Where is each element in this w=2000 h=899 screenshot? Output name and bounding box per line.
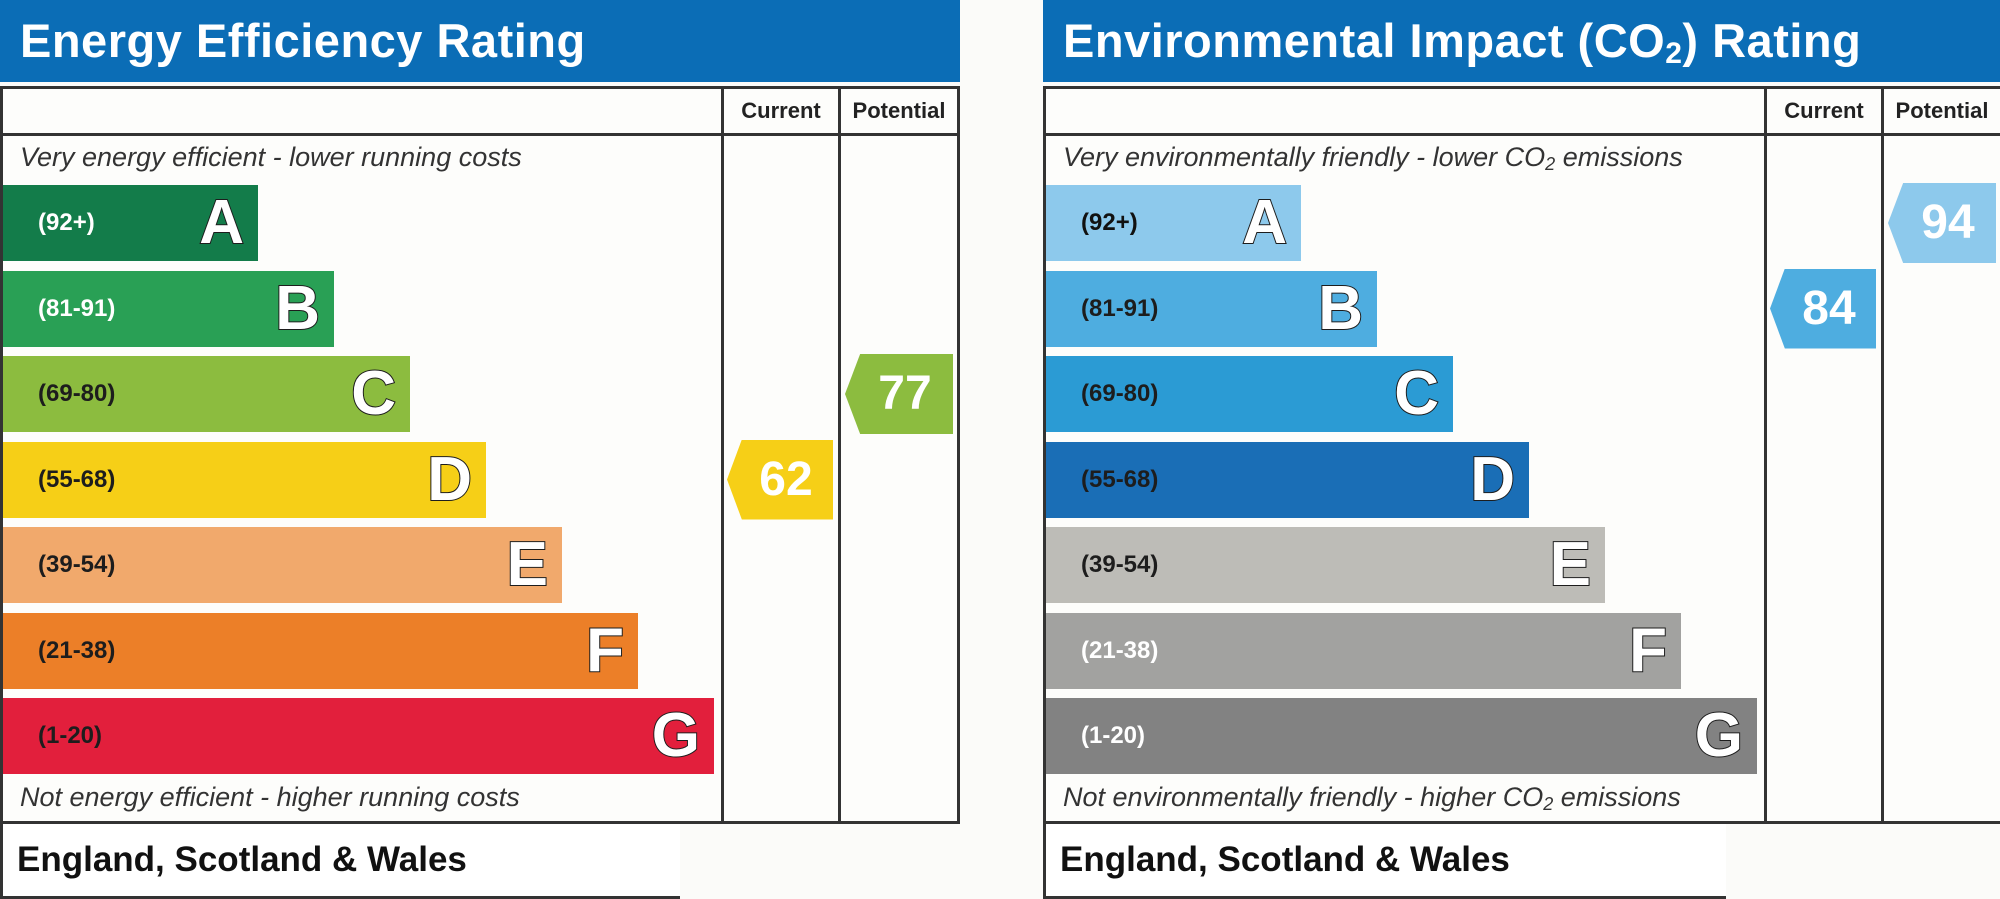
top-description-end: emissions bbox=[1555, 142, 1683, 172]
band-a: (92+) A bbox=[3, 185, 258, 261]
column-divider bbox=[1764, 86, 1767, 824]
environmental-impact-chart: Environmental Impact (CO2) Rating Curren… bbox=[1043, 0, 2000, 899]
chart-title: Energy Efficiency Rating bbox=[0, 0, 960, 82]
band-letter: F bbox=[585, 615, 625, 686]
bottom-description-main: Not environmentally friendly - higher CO bbox=[1063, 782, 1544, 812]
band-range: (55-68) bbox=[38, 465, 116, 493]
top-description: Very environmentally friendly - lower CO… bbox=[1063, 142, 1683, 175]
header-divider bbox=[0, 133, 960, 136]
potential-rating-arrow: 77 bbox=[845, 354, 953, 434]
band-g: (1-20) G bbox=[3, 698, 714, 774]
column-divider bbox=[838, 86, 841, 824]
column-divider bbox=[721, 86, 724, 824]
footer-region: England, Scotland & Wales bbox=[1060, 840, 1510, 879]
top-description: Very energy efficient - lower running co… bbox=[20, 142, 522, 172]
band-range: (21-38) bbox=[1081, 636, 1159, 664]
chart-title: Environmental Impact (CO2) Rating bbox=[1043, 0, 2000, 82]
chart-title-end: ) Rating bbox=[1682, 14, 1862, 67]
band-letter: B bbox=[274, 273, 321, 344]
band-range: (39-54) bbox=[1081, 551, 1159, 578]
header-divider bbox=[1043, 133, 2000, 136]
bottom-description: Not energy efficient - higher running co… bbox=[20, 782, 520, 812]
bottom-description: Not environmentally friendly - higher CO… bbox=[1063, 782, 1681, 815]
band-e: (39-54) E bbox=[3, 527, 562, 603]
bottom-description-end: emissions bbox=[1553, 782, 1681, 812]
footer: England, Scotland & Wales bbox=[1043, 824, 1726, 899]
band-e: (39-54) E bbox=[1046, 527, 1605, 603]
band-c: (69-80) C bbox=[3, 356, 410, 432]
band-letter: G bbox=[1694, 700, 1744, 771]
band-b: (81-91) B bbox=[1046, 270, 1377, 347]
band-letter: F bbox=[1628, 615, 1668, 686]
bottom-description-subscript: 2 bbox=[1543, 794, 1554, 814]
band-letter: B bbox=[1317, 273, 1364, 344]
band-b: (81-91) B bbox=[3, 270, 334, 347]
band-f: (21-38) F bbox=[3, 612, 638, 689]
band-letter: D bbox=[1469, 444, 1516, 515]
energy-efficiency-chart: Energy Efficiency Rating Current Potenti… bbox=[0, 0, 960, 899]
band-letter: C bbox=[1393, 358, 1440, 429]
potential-rating-arrow: 94 bbox=[1888, 183, 1996, 263]
band-d: (55-68) D bbox=[3, 441, 486, 518]
potential-column-header: Potential bbox=[852, 98, 946, 123]
band-letter: E bbox=[506, 529, 549, 600]
current-column-header: Current bbox=[741, 98, 821, 123]
band-range: (55-68) bbox=[1081, 465, 1159, 493]
band-range: (21-38) bbox=[38, 636, 116, 664]
footer-region: England, Scotland & Wales bbox=[17, 840, 467, 879]
band-range: (1-20) bbox=[1081, 722, 1146, 749]
band-letter: A bbox=[198, 187, 245, 258]
top-description-subscript: 2 bbox=[1545, 154, 1556, 174]
band-range: (92+) bbox=[38, 209, 95, 236]
band-range: (69-80) bbox=[1081, 380, 1159, 407]
potential-column-header: Potential bbox=[1895, 98, 1989, 123]
band-range: (69-80) bbox=[38, 380, 116, 407]
band-letter: E bbox=[1549, 529, 1592, 600]
band-range: (1-20) bbox=[38, 722, 103, 749]
band-range: (81-91) bbox=[1081, 294, 1159, 322]
band-a: (92+) A bbox=[1046, 185, 1301, 261]
column-divider bbox=[1881, 86, 1884, 824]
band-c: (69-80) C bbox=[1046, 356, 1453, 432]
top-description-main: Very environmentally friendly - lower CO bbox=[1063, 142, 1546, 172]
current-rating-arrow: 84 bbox=[1770, 268, 1876, 349]
band-letter: D bbox=[426, 444, 473, 515]
chart-title-main: Environmental Impact (CO bbox=[1063, 14, 1666, 67]
current-column-header: Current bbox=[1784, 98, 1864, 123]
band-letter: C bbox=[350, 358, 397, 429]
current-rating-arrow: 62 bbox=[727, 439, 833, 520]
band-range: (81-91) bbox=[38, 294, 116, 322]
band-g: (1-20) G bbox=[1046, 698, 1757, 774]
band-d: (55-68) D bbox=[1046, 441, 1529, 518]
band-range: (92+) bbox=[1081, 209, 1138, 236]
band-letter: A bbox=[1241, 187, 1288, 258]
chart-title-subscript: 2 bbox=[1665, 37, 1683, 70]
band-letter: G bbox=[651, 700, 701, 771]
band-f: (21-38) F bbox=[1046, 612, 1681, 689]
footer: England, Scotland & Wales bbox=[0, 824, 680, 899]
band-range: (39-54) bbox=[38, 551, 116, 578]
